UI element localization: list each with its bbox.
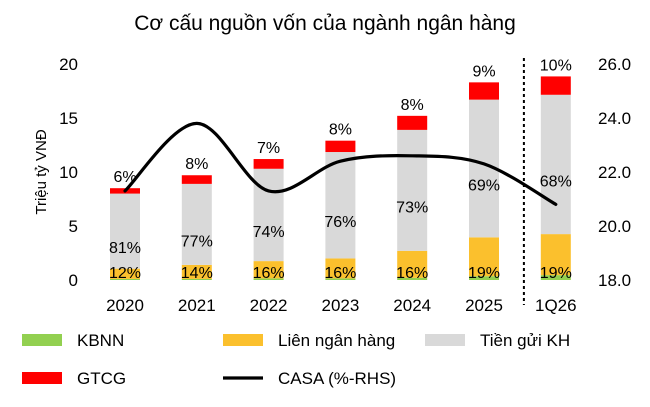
x-tick-label: 2022 bbox=[250, 296, 288, 315]
y-tick-label: 20 bbox=[59, 55, 78, 74]
y2-tick-label: 20.0 bbox=[598, 217, 631, 236]
data-label-gtcg: 9% bbox=[472, 63, 495, 80]
legend-label-ti-n-g-i-kh: Tiền gửi KH bbox=[480, 331, 570, 350]
bar-ti-n-g-i-kh bbox=[540, 94, 571, 235]
bar-gtcg bbox=[253, 159, 284, 169]
bar-gtcg bbox=[325, 140, 356, 153]
data-label-li-n-ng-n-h-ng: 16% bbox=[324, 265, 356, 282]
data-label-gtcg: 8% bbox=[185, 156, 208, 173]
data-label-gtcg: 10% bbox=[540, 57, 572, 74]
y-tick-label: 0 bbox=[69, 271, 78, 290]
bar-kbnn bbox=[325, 278, 356, 280]
data-label-li-n-ng-n-h-ng: 16% bbox=[253, 265, 285, 282]
data-label-gtcg: 6% bbox=[113, 169, 136, 186]
data-label-li-n-ng-n-h-ng: 12% bbox=[109, 265, 141, 282]
legend-swatch-ti-n-g-i-kh bbox=[425, 334, 465, 346]
data-label-ti-n-g-i-kh: 69% bbox=[468, 177, 500, 194]
y2-tick-label: 22.0 bbox=[598, 163, 631, 182]
x-tick-label: 2020 bbox=[106, 296, 144, 315]
y-tick-label: 10 bbox=[59, 163, 78, 182]
x-tick-label: 2021 bbox=[178, 296, 216, 315]
data-label-ti-n-g-i-kh: 73% bbox=[396, 199, 428, 216]
y2-tick-label: 18.0 bbox=[598, 271, 631, 290]
bar-ti-n-g-i-kh bbox=[181, 183, 212, 265]
bar-li-n-ng-n-h-ng bbox=[325, 258, 356, 279]
bar-li-n-ng-n-h-ng bbox=[469, 237, 499, 277]
bar-kbnn bbox=[540, 275, 571, 280]
y-tick-label: 15 bbox=[59, 109, 78, 128]
chart-title: Cơ cấu nguồn vốn của ngành ngân hàng bbox=[134, 12, 516, 35]
bar-ti-n-g-i-kh bbox=[397, 129, 428, 251]
bar-ti-n-g-i-kh bbox=[110, 193, 140, 269]
bar-kbnn bbox=[110, 278, 140, 280]
bar-kbnn bbox=[397, 277, 428, 280]
casa-line bbox=[123, 121, 558, 206]
legend-swatch-li-n-ng-n-h-ng bbox=[223, 334, 263, 346]
legend-label-casa-rhs-: CASA (%-RHS) bbox=[278, 369, 396, 388]
bar-gtcg bbox=[540, 76, 571, 95]
data-label-ti-n-g-i-kh: 68% bbox=[540, 173, 572, 190]
bar-gtcg bbox=[181, 175, 212, 184]
bar-li-n-ng-n-h-ng bbox=[110, 268, 140, 279]
bar-gtcg bbox=[397, 115, 428, 130]
bar-kbnn bbox=[181, 278, 212, 280]
y-axis-label: Triệu tỷ VNĐ bbox=[33, 129, 50, 214]
bar-kbnn bbox=[469, 276, 499, 280]
legend-swatch-gtcg bbox=[22, 372, 62, 384]
data-label-gtcg: 8% bbox=[329, 122, 352, 139]
data-label-ti-n-g-i-kh: 74% bbox=[253, 224, 285, 241]
data-label-li-n-ng-n-h-ng: 14% bbox=[181, 265, 213, 282]
bar-ti-n-g-i-kh bbox=[253, 168, 284, 262]
legend-label-kbnn: KBNN bbox=[77, 331, 124, 350]
bar-li-n-ng-n-h-ng bbox=[540, 234, 571, 276]
data-label-ti-n-g-i-kh: 76% bbox=[324, 214, 356, 231]
legend-label-gtcg: GTCG bbox=[77, 369, 126, 388]
x-tick-label: 2024 bbox=[393, 296, 431, 315]
data-label-ti-n-g-i-kh: 81% bbox=[109, 240, 141, 257]
y-tick-label: 5 bbox=[69, 217, 78, 236]
x-tick-label: 1Q26 bbox=[535, 296, 577, 315]
data-label-gtcg: 8% bbox=[401, 97, 424, 114]
bar-li-n-ng-n-h-ng bbox=[253, 261, 284, 279]
data-label-ti-n-g-i-kh: 77% bbox=[181, 233, 213, 250]
legend-label-li-n-ng-n-h-ng: Liên ngân hàng bbox=[278, 331, 395, 350]
bar-gtcg bbox=[469, 82, 499, 100]
x-tick-label: 2023 bbox=[321, 296, 359, 315]
data-label-li-n-ng-n-h-ng: 19% bbox=[540, 265, 572, 282]
y2-tick-label: 26.0 bbox=[598, 55, 631, 74]
x-tick-label: 2025 bbox=[465, 296, 503, 315]
data-label-li-n-ng-n-h-ng: 19% bbox=[468, 265, 500, 282]
bar-kbnn bbox=[253, 278, 284, 280]
data-label-gtcg: 7% bbox=[257, 140, 280, 157]
bar-ti-n-g-i-kh bbox=[325, 152, 356, 259]
bar-li-n-ng-n-h-ng bbox=[181, 264, 212, 279]
data-label-li-n-ng-n-h-ng: 16% bbox=[396, 265, 428, 282]
legend-swatch-kbnn bbox=[22, 334, 62, 346]
y2-tick-label: 24.0 bbox=[598, 109, 631, 128]
bar-li-n-ng-n-h-ng bbox=[397, 250, 428, 278]
